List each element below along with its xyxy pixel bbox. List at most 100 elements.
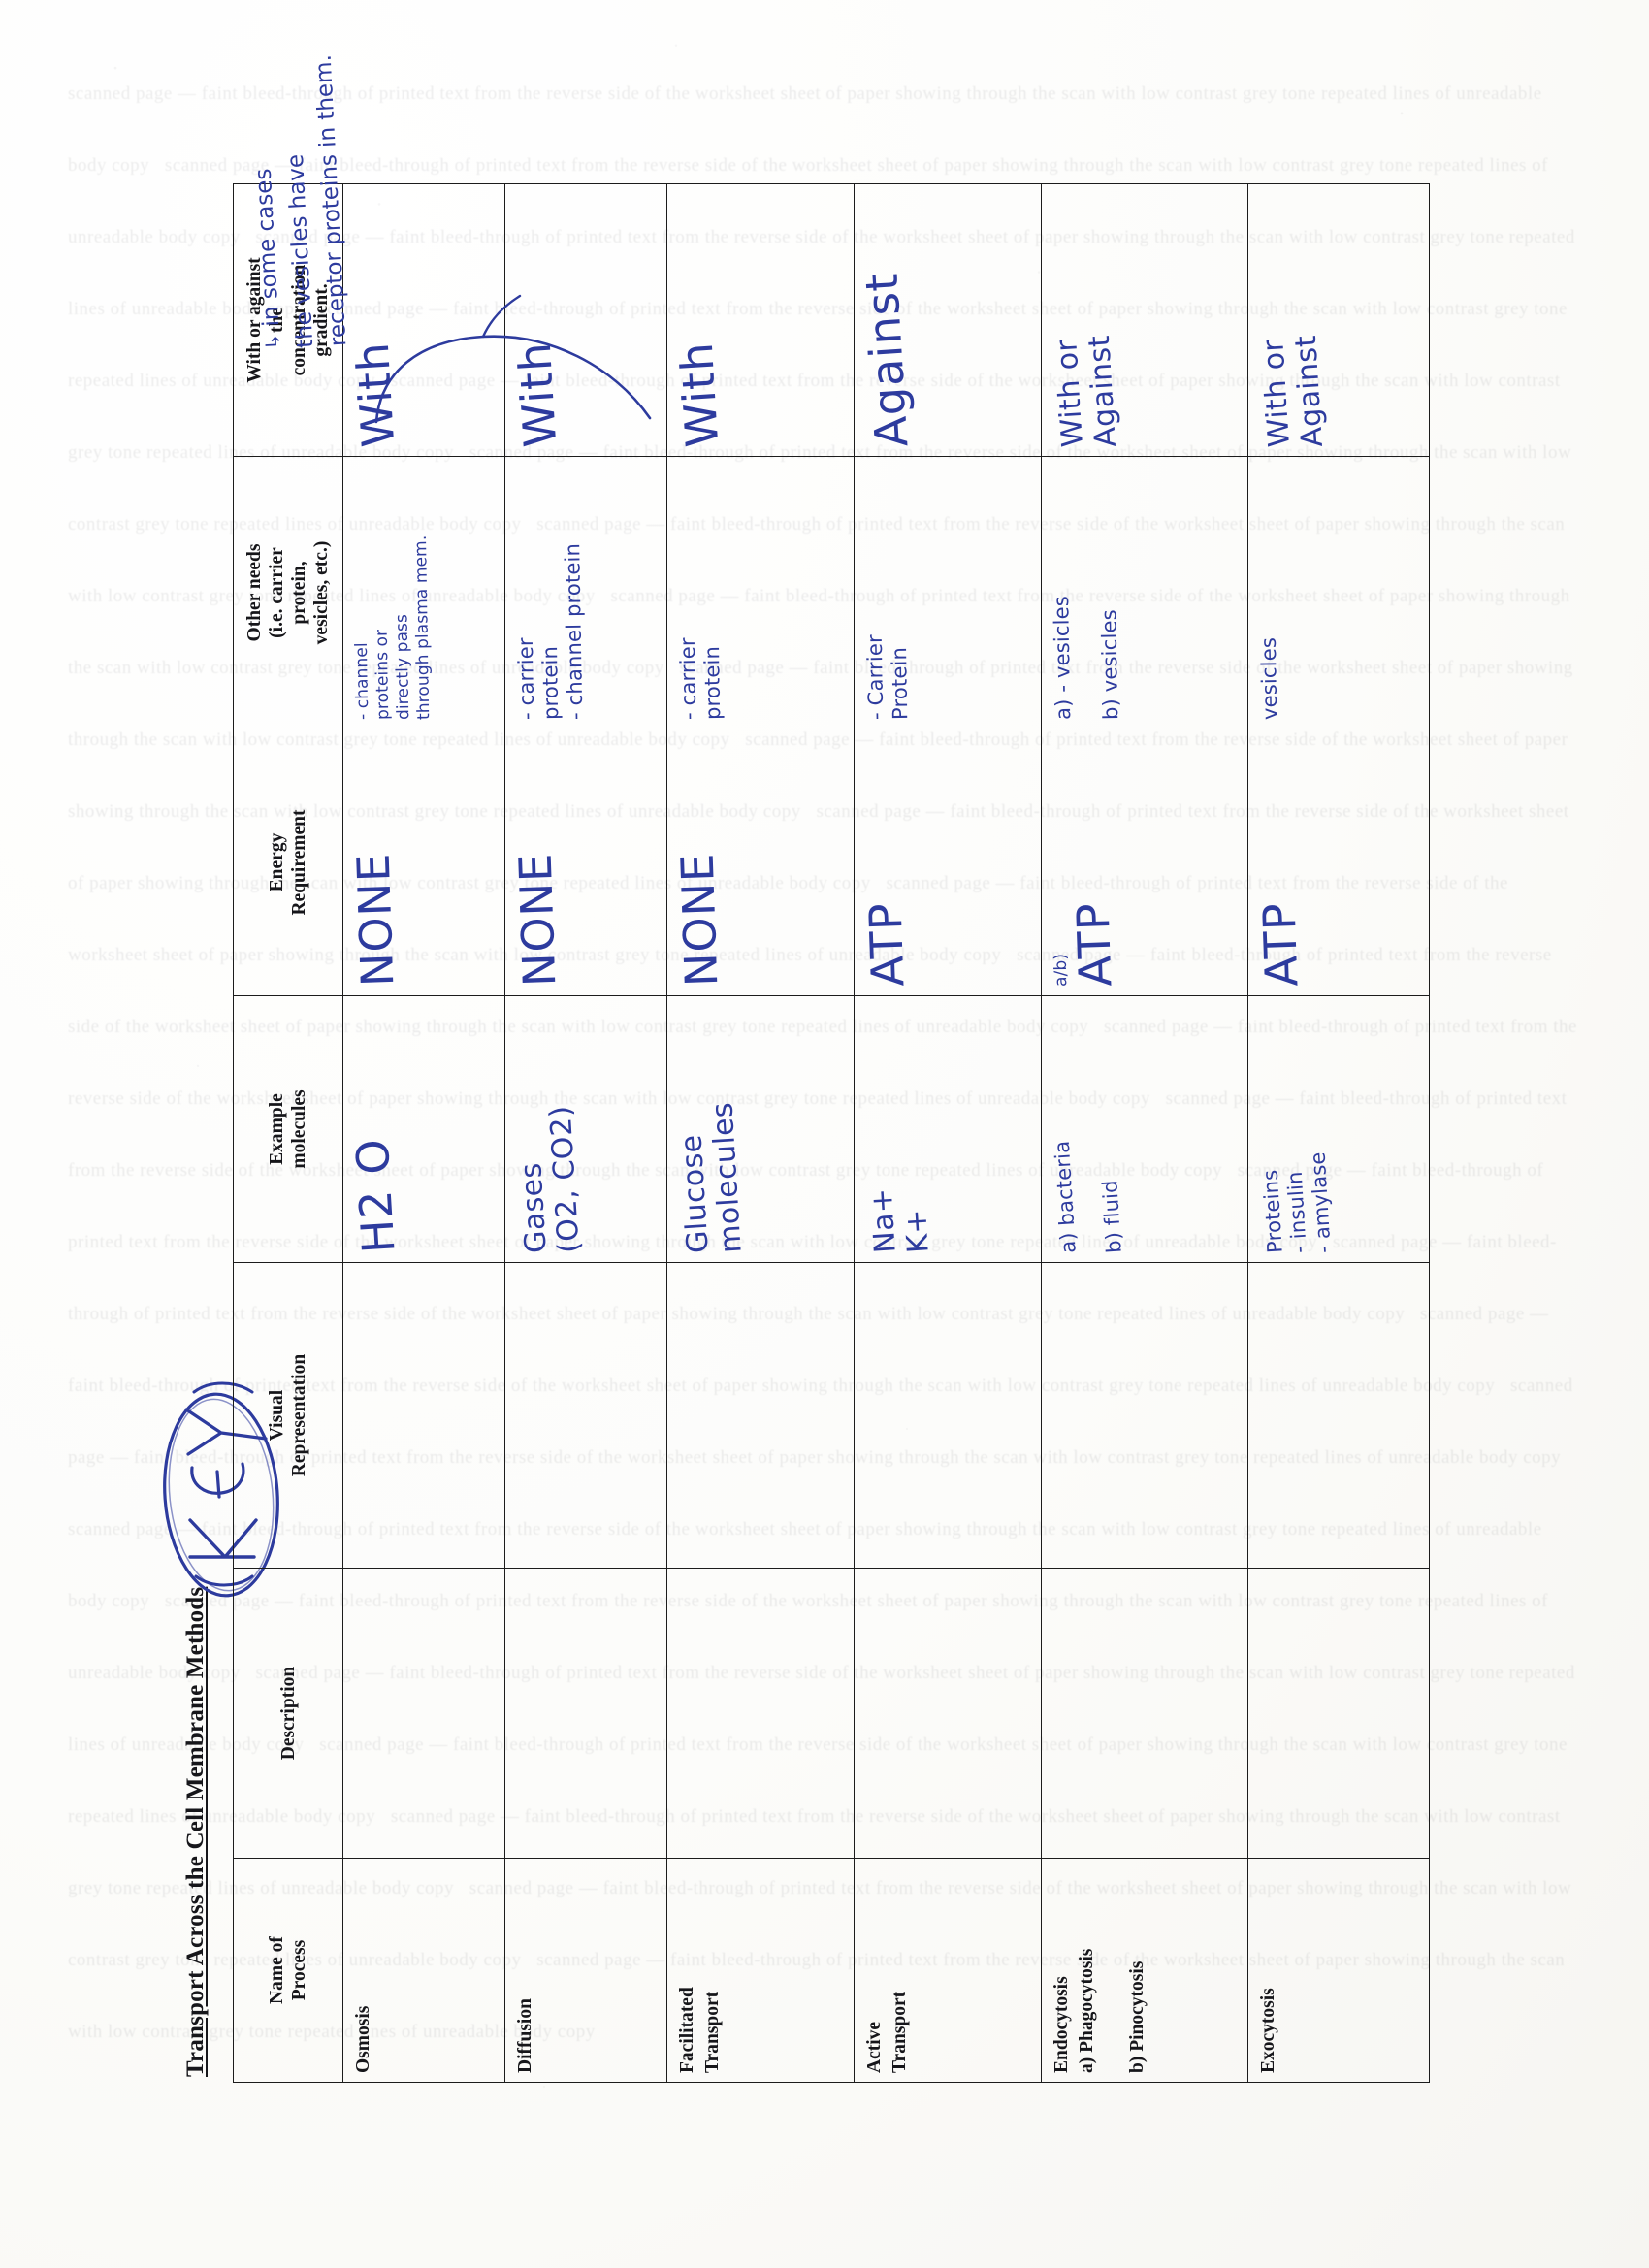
row-name-line: Active: [864, 2021, 885, 2073]
cell-energy-diffusion: NONE: [504, 729, 667, 996]
cell-other-facilitated: - carrier protein: [666, 456, 855, 729]
row-name-facilitated-transport: Facilitated Transport: [666, 1858, 855, 2083]
cell-example-osmosis: H2 O: [342, 995, 505, 1263]
handwriting: a) bacteria: [1050, 1140, 1081, 1254]
header-visual-representation: Visual Representation: [233, 1262, 343, 1569]
key-circled-icon: [163, 1381, 279, 1598]
cell-other-osmosis: - channel proteins or directly pass thro…: [342, 456, 505, 729]
cell-gradient-facilitated: With: [666, 183, 855, 457]
row-name-diffusion: Diffusion: [504, 1858, 667, 2083]
handwriting: ATP: [858, 901, 915, 988]
transport-methods-table: Name of Process Description Visual Repre…: [233, 183, 1430, 2083]
handwriting: NONE: [508, 852, 566, 988]
handwriting: vesicles: [1256, 636, 1282, 721]
cell-visual-exocytosis: [1247, 1262, 1430, 1569]
row-name-line: Exocytosis: [1258, 1988, 1278, 2073]
cell-example-exocytosis: Proteins - insulin - amylase: [1247, 995, 1430, 1263]
row-name-line: Diffusion: [515, 1998, 535, 2073]
cell-other-endocytosis: a) - vesicles b) vesicles: [1041, 456, 1248, 729]
arrow-icon: ↳: [260, 333, 285, 351]
cell-example-diffusion: Gases (O2, CO2): [504, 995, 667, 1263]
row-name-exocytosis: Exocytosis: [1247, 1858, 1430, 2083]
header-other-needs: Other needs (i.e. carrier protein, vesic…: [233, 456, 343, 729]
row-name-line: Facilitated: [677, 1987, 697, 2073]
cell-example-facilitated: Glucose molecules: [666, 995, 855, 1263]
row-name-line: Transport: [702, 1991, 723, 2073]
header-line: Example: [267, 1093, 287, 1165]
handwriting: Protein: [887, 646, 913, 721]
cell-energy-facilitated: NONE: [666, 729, 855, 996]
header-line: Description: [277, 1666, 299, 1761]
table-row: Diffusion Gases (O2, CO2) NONE - carrier…: [504, 183, 667, 2083]
handwriting: protein: [699, 645, 726, 721]
cell-example-endocytosis: a) bacteria b) fluid: [1041, 995, 1248, 1263]
table-header-row: Name of Process Description Visual Repre…: [233, 183, 343, 2083]
header-line: Representation: [289, 1353, 309, 1477]
cell-description-endocytosis: [1041, 1568, 1248, 1859]
header-line: Name of: [267, 1936, 287, 2004]
header-description: Description: [233, 1568, 343, 1859]
handwriting: NONE: [346, 852, 404, 988]
header-line: protein,: [289, 561, 309, 625]
header-line: Process: [289, 1939, 309, 2001]
handwriting: b) vesicles: [1097, 609, 1123, 721]
cell-visual-active: [854, 1262, 1042, 1569]
handwriting: H2 O: [345, 1136, 405, 1255]
rotated-page: Transport Across the Cell Membrane Metho…: [155, 54, 1494, 2153]
row-name-line: Osmosis: [353, 2005, 373, 2073]
cell-energy-osmosis: NONE: [342, 729, 505, 996]
table-row: Exocytosis Proteins - insulin - amylase …: [1247, 183, 1430, 2083]
cell-gradient-exocytosis: With or Against: [1247, 183, 1430, 457]
side-note-line: in some cases: [250, 167, 285, 328]
cell-visual-endocytosis: [1041, 1262, 1248, 1569]
header-line: (i.e. carrier: [267, 547, 287, 638]
cell-example-active: Na+ K+: [854, 995, 1042, 1263]
handwriting: through plasma mem.: [410, 535, 435, 721]
row-name-line: b) Pinocytosis: [1127, 1960, 1148, 2073]
cell-other-active: - Carrier Protein: [854, 456, 1042, 729]
header-name-of-process: Name of Process: [233, 1858, 343, 2083]
header-line: Energy: [267, 832, 287, 892]
vesicle-brace-icon: [374, 294, 652, 424]
cell-visual-diffusion: [504, 1262, 667, 1569]
cell-energy-exocytosis: ATP: [1247, 729, 1430, 996]
row-name-line: a) Phagocytosis: [1077, 1948, 1097, 2073]
cell-visual-facilitated: [666, 1262, 855, 1569]
handwriting: a) - vesicles: [1050, 595, 1076, 721]
cell-gradient-endocytosis: With or Against: [1041, 183, 1248, 457]
handwriting: NONE: [670, 852, 728, 988]
handwriting: Against: [855, 271, 919, 449]
row-name-line: Endocytosis: [1051, 1976, 1072, 2073]
row-name-line: Transport: [889, 1991, 910, 2073]
side-note-line: receptor proteins in them.: [310, 53, 352, 347]
handwriting: ATP: [1066, 901, 1122, 988]
row-name-active-transport: Active Transport: [854, 1858, 1042, 2083]
side-note-annotation: ↳ in some cases the vesicles have recept…: [241, 36, 356, 351]
header-example-molecules: Example molecules: [233, 995, 343, 1263]
row-name-osmosis: Osmosis: [342, 1858, 505, 2083]
handwriting: b) fluid: [1098, 1179, 1126, 1254]
header-line: Visual: [267, 1389, 287, 1442]
handwriting: - channel protein: [561, 542, 588, 721]
cell-other-exocytosis: vesicles: [1247, 456, 1430, 729]
handwriting: With: [669, 340, 729, 449]
table-row: Endocytosis a) Phagocytosis b) Pinocytos…: [1041, 183, 1248, 2083]
cell-description-osmosis: [342, 1568, 505, 1859]
table-row: Osmosis H2 O NONE - channel proteins or …: [342, 183, 505, 2083]
header-line: Other needs: [244, 543, 265, 642]
page-title: Transport Across the Cell Membrane Metho…: [182, 1586, 209, 2077]
cell-gradient-active: Against: [854, 183, 1042, 457]
cell-energy-endocytosis: a/b) ATP: [1041, 729, 1248, 996]
row-name-endocytosis: Endocytosis a) Phagocytosis b) Pinocytos…: [1041, 1858, 1248, 2083]
side-note-line: the vesicles have: [282, 153, 319, 349]
cell-description-active: [854, 1568, 1042, 1859]
cell-description-diffusion: [504, 1568, 667, 1859]
header-line: Requirement: [289, 809, 309, 916]
cell-description-exocytosis: [1247, 1568, 1430, 1859]
cell-description-facilitated: [666, 1568, 855, 1859]
table-row: Facilitated Transport Glucose molecules …: [666, 183, 855, 2083]
handwriting: ATP: [1252, 901, 1309, 988]
cell-other-diffusion: - carrier protein - channel protein: [504, 456, 667, 729]
key-annotation: [157, 1357, 285, 1609]
header-line: molecules: [289, 1089, 309, 1169]
